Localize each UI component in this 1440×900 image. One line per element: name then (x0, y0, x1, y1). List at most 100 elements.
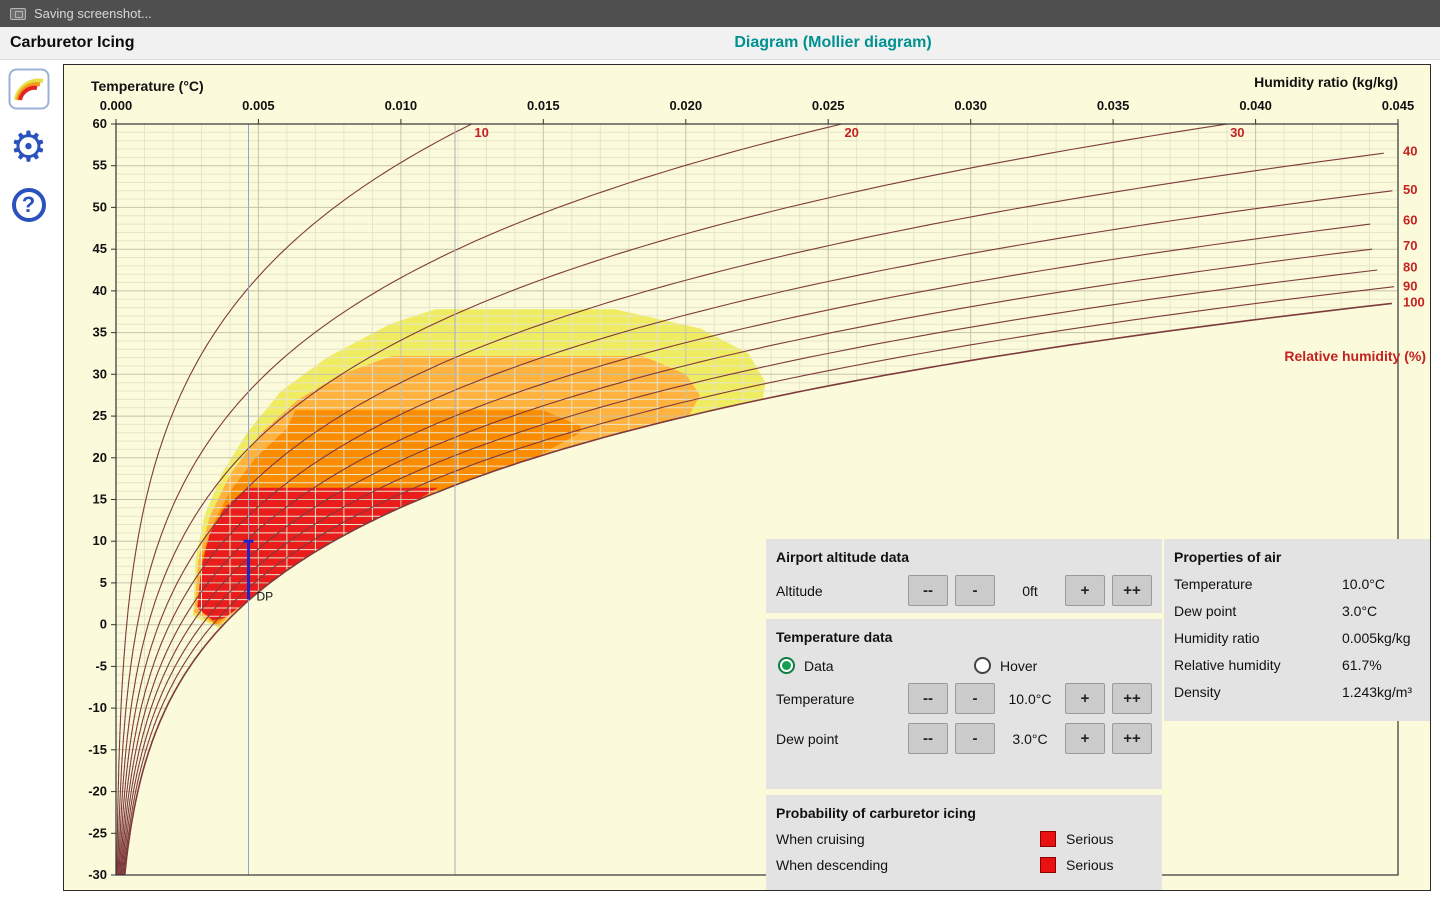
property-label: Temperature (1174, 576, 1253, 592)
settings-button[interactable]: ⚙ (0, 118, 57, 176)
svg-text:80: 80 (1403, 260, 1417, 275)
svg-text:Relative humidity (%): Relative humidity (%) (1284, 348, 1426, 364)
diagram-icon (8, 68, 49, 110)
svg-text:20: 20 (844, 125, 858, 140)
gear-icon: ⚙ (9, 123, 48, 170)
svg-text:-30: -30 (88, 867, 107, 882)
cruising-risk-level: Serious (1066, 831, 1114, 847)
property-label: Humidity ratio (1174, 630, 1260, 646)
rh-curves (116, 123, 1395, 876)
property-label: Density (1174, 684, 1221, 700)
dew-point-decrease-button[interactable]: - (955, 723, 995, 754)
svg-text:-5: -5 (95, 658, 107, 673)
radio-selected-icon (778, 657, 795, 674)
svg-text:50: 50 (1403, 182, 1417, 197)
svg-text:0.000: 0.000 (100, 98, 133, 113)
dew-point-label: Dew point (776, 730, 839, 747)
property-row: Temperature 10.0°C (1174, 576, 1420, 592)
dew-point-row: Dew point -- - 3.0°C + ++ (776, 723, 1152, 754)
mollier-diagram[interactable]: DP 0.000 0.005 0.010 0.015 0.020 0.025 0.030 0.0… (64, 65, 1430, 890)
radio-data-label: Data (804, 657, 834, 674)
app-title: Carburetor Icing (10, 34, 135, 51)
property-value: 10.0°C (1342, 576, 1385, 592)
altitude-decrease-fast-button[interactable]: -- (908, 575, 948, 606)
svg-text:0: 0 (100, 617, 107, 632)
altitude-decrease-button[interactable]: - (955, 575, 995, 606)
svg-text:40: 40 (1403, 143, 1417, 158)
zone-serious-icing-descent (198, 410, 581, 625)
svg-text:-25: -25 (88, 825, 107, 840)
dew-point-value: 3.0°C (1012, 730, 1048, 747)
status-bar: Saving screenshot... (0, 0, 1440, 27)
altitude-increase-button[interactable]: + (1065, 575, 1105, 606)
zone-serious-icing-any-power (197, 487, 438, 621)
sidebar: ⚙ ? (0, 60, 57, 900)
dew-point-indicator: DP (243, 539, 274, 604)
input-mode-radio-group: Data Hover (778, 657, 1152, 674)
svg-text:0.035: 0.035 (1097, 98, 1130, 113)
svg-text:60: 60 (93, 116, 107, 131)
descending-risk-level: Serious (1066, 857, 1114, 873)
dew-point-increase-button[interactable]: + (1065, 723, 1105, 754)
svg-text:Humidity ratio (kg/kg): Humidity ratio (kg/kg) (1254, 74, 1398, 90)
svg-text:5: 5 (100, 575, 107, 590)
grid (116, 124, 1398, 875)
temperature-decrease-button[interactable]: - (955, 683, 995, 714)
temperature-decrease-fast-button[interactable]: -- (908, 683, 948, 714)
temperature-increase-fast-button[interactable]: ++ (1112, 683, 1152, 714)
help-button[interactable]: ? (0, 176, 57, 234)
cruising-label: When cruising (776, 831, 865, 847)
temperature-data-panel: Temperature data Data Hover Temperature … (766, 619, 1162, 789)
svg-text:0.025: 0.025 (812, 98, 845, 113)
dew-point-decrease-fast-button[interactable]: -- (908, 723, 948, 754)
altitude-value: 0ft (1022, 582, 1038, 599)
svg-text:25: 25 (93, 408, 107, 423)
radio-hover-label: Hover (1000, 657, 1038, 674)
screenshot-icon (10, 7, 26, 20)
svg-text:0.045: 0.045 (1382, 98, 1415, 113)
svg-text:10: 10 (93, 533, 107, 548)
svg-text:90: 90 (1403, 278, 1417, 293)
dew-point-increase-fast-button[interactable]: ++ (1112, 723, 1152, 754)
svg-text:30: 30 (1230, 125, 1244, 140)
icing-probability-panel: Probability of carburetor icing When cru… (766, 795, 1162, 890)
descending-label: When descending (776, 857, 889, 873)
page-title: Diagram (Mollier diagram) (734, 34, 932, 51)
svg-text:Temperature (°C): Temperature (°C) (91, 78, 204, 94)
diagram-tool-button[interactable] (0, 60, 57, 118)
temperature-increase-button[interactable]: + (1065, 683, 1105, 714)
panel-title: Airport altitude data (776, 549, 910, 565)
panel-title: Probability of carburetor icing (776, 805, 976, 821)
svg-text:-20: -20 (88, 784, 107, 799)
radio-data-option[interactable]: Data (778, 657, 974, 674)
svg-text:0.015: 0.015 (527, 98, 560, 113)
property-row: Relative humidity 61.7% (1174, 657, 1420, 673)
svg-text:0.020: 0.020 (670, 98, 703, 113)
svg-text:DP: DP (257, 590, 274, 604)
altitude-label: Altitude (776, 582, 823, 599)
svg-text:40: 40 (93, 283, 107, 298)
cruising-risk-row: When cruising Serious (776, 831, 1152, 847)
descending-risk-row: When descending Serious (776, 857, 1152, 873)
svg-text:10: 10 (474, 125, 488, 140)
descending-risk-swatch (1040, 857, 1056, 873)
property-value: 1.243kg/m³ (1342, 684, 1413, 700)
panel-title: Properties of air (1174, 549, 1282, 565)
altitude-increase-fast-button[interactable]: ++ (1112, 575, 1152, 606)
property-value: 61.7% (1342, 657, 1382, 673)
svg-text:100: 100 (1403, 295, 1425, 310)
svg-text:60: 60 (1403, 213, 1417, 228)
property-row: Density 1.243kg/m³ (1174, 684, 1420, 700)
panel-title: Temperature data (776, 629, 893, 645)
svg-text:-15: -15 (88, 742, 107, 757)
cruising-risk-swatch (1040, 831, 1056, 847)
altitude-row: Altitude -- - 0ft + ++ (776, 575, 1152, 606)
svg-text:55: 55 (93, 158, 107, 173)
svg-text:0.030: 0.030 (954, 98, 987, 113)
property-label: Relative humidity (1174, 657, 1281, 673)
svg-text:20: 20 (93, 450, 107, 465)
svg-text:35: 35 (93, 325, 107, 340)
temperature-value: 10.0°C (1008, 690, 1052, 707)
temperature-row: Temperature -- - 10.0°C + ++ (776, 683, 1152, 714)
radio-hover-option[interactable]: Hover (974, 657, 1037, 674)
